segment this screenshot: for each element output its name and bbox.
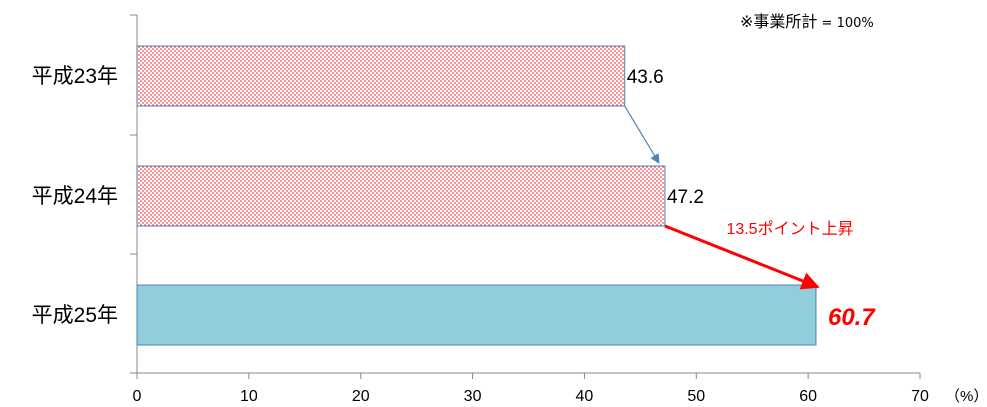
x-tick-label: 50 bbox=[687, 388, 705, 405]
category-label: 平成23年 bbox=[32, 65, 118, 88]
x-unit-label: （%） bbox=[945, 388, 987, 405]
trend-arrow-24-25 bbox=[664, 224, 820, 290]
x-tick-label: 30 bbox=[464, 388, 482, 405]
labels: 0 10 20 30 40 50 60 70 （%） 平成23年 43.6 平成24年 47.2 平成25… bbox=[32, 65, 987, 405]
note-suffix: = 100% bbox=[817, 16, 874, 31]
x-tick-label: 70 bbox=[911, 388, 929, 405]
bar-2 bbox=[136, 284, 817, 346]
category-label: 平成24年 bbox=[32, 185, 118, 208]
trend-arrow-23-24 bbox=[624, 105, 660, 164]
x-tick-label: 40 bbox=[576, 388, 594, 405]
note-prefix: ※事業所計 bbox=[740, 12, 818, 31]
chart-note: ※事業所計 = 100% bbox=[740, 8, 874, 32]
x-tick-label: 10 bbox=[240, 388, 258, 405]
bar-1 bbox=[136, 165, 666, 227]
bar-0 bbox=[136, 45, 626, 107]
value-label: 60.7 bbox=[828, 304, 876, 331]
x-tick-label: 20 bbox=[352, 388, 370, 405]
x-tick-label: 0 bbox=[133, 388, 142, 405]
value-label: 47.2 bbox=[667, 187, 704, 208]
annotations: 13.5ポイント上昇 bbox=[624, 105, 854, 290]
bars bbox=[136, 45, 817, 346]
value-label: 43.6 bbox=[627, 67, 664, 88]
category-label: 平成25年 bbox=[32, 304, 118, 327]
x-tick-label: 60 bbox=[799, 388, 817, 405]
increase-annotation: 13.5ポイント上昇 bbox=[726, 220, 853, 238]
